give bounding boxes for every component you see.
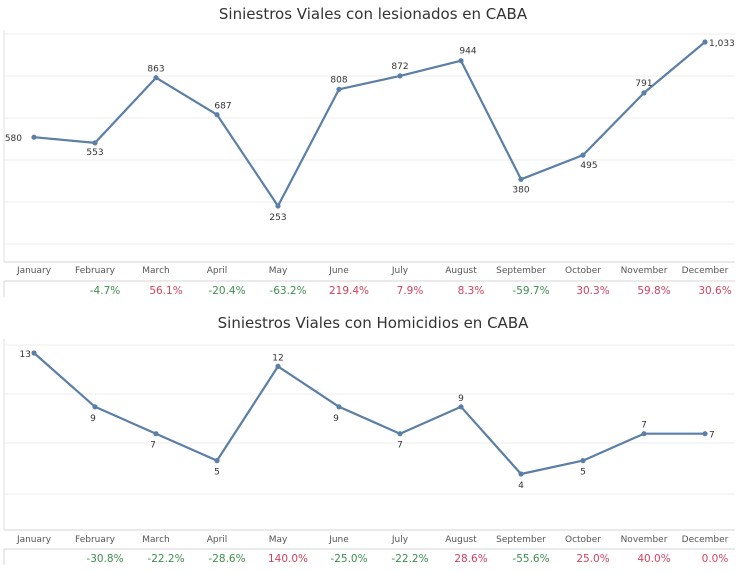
chart1-point-january (31, 134, 37, 140)
chart2-pct-change-april: -28.6% (208, 553, 245, 565)
chart1-tick-label-june: June (328, 266, 349, 276)
chart2-data-label-december: 7 (709, 431, 715, 441)
chart2-tick-label-february: February (75, 535, 116, 545)
chart1-data-label-august: 944 (459, 47, 476, 57)
chart2-data-label-july: 7 (397, 441, 403, 451)
chart1-data-label-may: 253 (269, 213, 286, 223)
chart2-point-july (397, 431, 403, 437)
chart1-point-september (518, 176, 524, 182)
chart1-pct-change-october: 30.3% (576, 285, 609, 297)
chart1-tick-label-march: March (142, 266, 169, 276)
chart2-pct-change-february: -30.8% (86, 553, 123, 565)
chart1-pct-change-september: -59.7% (512, 285, 549, 297)
chart2-point-october (580, 458, 586, 464)
chart2-point-december (702, 431, 708, 437)
chart1-pct-change-november: 59.8% (637, 285, 670, 297)
chart2-pct-change-october: 25.0% (576, 553, 609, 565)
chart1-data-label-november: 791 (635, 79, 652, 89)
chart1-tick-label-september: September (496, 266, 546, 276)
chart2-tick-label-december: December (682, 535, 729, 545)
chart2-data-label-january: 13 (20, 350, 31, 360)
chart2-data-label-february: 9 (90, 414, 96, 424)
chart2-tick-label-june: June (328, 535, 349, 545)
chart2-point-february (92, 404, 98, 410)
chart2-tick-label-november: November (621, 535, 668, 545)
chart1-pct-change-august: 8.3% (458, 285, 485, 297)
chart1-pct-change-march: 56.1% (149, 285, 182, 297)
chart2-tick-label-march: March (142, 535, 169, 545)
chart2-data-label-october: 5 (580, 468, 586, 478)
chart1-tick-label-february: February (75, 266, 116, 276)
chart2-point-june (336, 404, 342, 410)
chart2-tick-label-august: August (445, 535, 477, 545)
chart2-point-may (275, 363, 281, 369)
chart1-pct-change-february: -4.7% (90, 285, 120, 297)
chart1-data-label-july: 872 (391, 62, 408, 72)
chart1-tick-label-april: April (207, 266, 228, 276)
chart2-pct-change-november: 40.0% (637, 553, 670, 565)
chart2-pct-change-march: -22.2% (147, 553, 184, 565)
chart1-data-label-april: 687 (214, 102, 231, 112)
chart1-tick-label-may: May (269, 266, 288, 276)
chart-title-lesionados: Siniestros Viales con lesionados en CABA (218, 5, 528, 23)
chart1-point-june (336, 86, 342, 92)
chart2-tick-label-july: July (391, 535, 409, 545)
chart1-tick-label-august: August (445, 266, 477, 276)
chart1-data-label-march: 863 (147, 65, 164, 75)
chart1-data-label-december: 1,033 (709, 39, 735, 49)
chart1-pct-change-may: -63.2% (269, 285, 306, 297)
chart1-point-march (153, 75, 159, 81)
chart2-point-march (153, 431, 159, 437)
chart2-pct-change-december: 0.0% (702, 553, 729, 565)
chart2-data-label-september: 4 (518, 481, 524, 491)
chart1-data-label-january: 580 (5, 134, 22, 144)
chart2-pct-change-september: -55.6% (512, 553, 549, 565)
chart2-tick-label-april: April (207, 535, 228, 545)
chart2-data-label-march: 7 (150, 441, 156, 451)
chart2-tick-label-october: October (565, 535, 601, 545)
chart1-pct-change-december: 30.6% (698, 285, 731, 297)
chart1-point-july (397, 73, 403, 79)
chart2-data-label-april: 5 (214, 468, 220, 478)
chart2-data-label-june: 9 (333, 414, 339, 424)
chart1-point-february (92, 140, 98, 146)
chart2-pct-change-july: -22.2% (391, 553, 428, 565)
chart1-point-october (580, 152, 586, 158)
chart2-pct-change-august: 28.6% (454, 553, 487, 565)
chart1-data-label-october: 495 (580, 161, 597, 171)
chart1-tick-label-december: December (682, 266, 729, 276)
chart1-pct-change-july: 7.9% (397, 285, 424, 297)
chart1-data-label-june: 808 (330, 75, 347, 85)
chart2-point-november (641, 431, 647, 437)
chart2-point-april (214, 458, 220, 464)
chart1-tick-label-january: January (16, 266, 52, 276)
chart2-pct-change-june: -25.0% (330, 553, 367, 565)
chart1-data-label-september: 380 (512, 185, 529, 195)
chart1-point-may (275, 203, 281, 209)
chart1-tick-label-july: July (391, 266, 409, 276)
chart1-series-line (33, 41, 706, 208)
chart2-point-january (31, 350, 37, 356)
chart2-data-label-august: 9 (458, 394, 464, 404)
chart2-pct-change-may: 140.0% (268, 553, 308, 565)
chart2-data-label-november: 7 (641, 421, 647, 431)
chart1-tick-label-october: October (565, 266, 601, 276)
chart1-point-november (641, 90, 647, 96)
chart2-tick-label-january: January (16, 535, 52, 545)
chart-title-homicidios: Siniestros Viales con Homicidios en CABA (217, 314, 529, 332)
chart1-point-december (702, 39, 708, 45)
chart2-point-august (458, 404, 464, 410)
chart1-point-april (214, 112, 220, 118)
chart1-data-label-february: 553 (86, 148, 103, 158)
chart1-tick-label-november: November (621, 266, 668, 276)
chart2-point-september (518, 471, 524, 477)
chart1-pct-change-april: -20.4% (208, 285, 245, 297)
chart2-tick-label-september: September (496, 535, 546, 545)
chart1-pct-change-june: 219.4% (329, 285, 369, 297)
chart2-data-label-may: 12 (272, 353, 283, 363)
chart2-tick-label-may: May (269, 535, 288, 545)
chart2-series-line (33, 352, 705, 476)
chart1-point-august (458, 58, 464, 64)
